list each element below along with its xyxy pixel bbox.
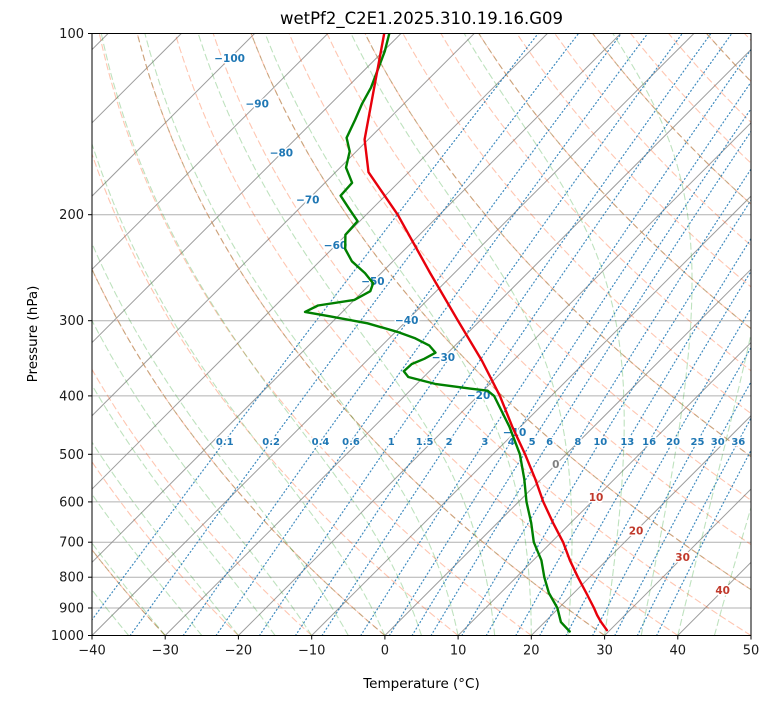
svg-text:8: 8: [574, 437, 581, 448]
svg-text:10: 10: [593, 437, 607, 448]
svg-text:500: 500: [59, 448, 84, 463]
svg-text:800: 800: [59, 571, 84, 586]
svg-text:−20: −20: [225, 644, 252, 659]
svg-text:−40: −40: [78, 644, 105, 659]
svg-text:−90: −90: [245, 99, 268, 111]
svg-text:0.2: 0.2: [262, 437, 280, 448]
svg-text:−10: −10: [298, 644, 325, 659]
svg-text:13: 13: [620, 437, 634, 448]
dewpoint-curve: [303, 33, 571, 633]
svg-text:0.4: 0.4: [312, 437, 330, 448]
svg-text:0: 0: [381, 644, 389, 659]
svg-text:0: 0: [552, 459, 559, 471]
svg-text:36: 36: [731, 437, 745, 448]
svg-text:50: 50: [743, 644, 760, 659]
svg-text:900: 900: [59, 602, 84, 617]
svg-text:300: 300: [59, 314, 84, 329]
dry-adiabats-tan: [92, 33, 751, 636]
svg-text:600: 600: [59, 495, 84, 510]
svg-text:20: 20: [666, 437, 680, 448]
svg-text:3: 3: [481, 437, 488, 448]
svg-text:400: 400: [59, 389, 84, 404]
svg-text:20: 20: [523, 644, 540, 659]
svg-text:−40: −40: [395, 315, 418, 327]
axis-ticks: [88, 33, 752, 640]
temperature-curve: [363, 33, 609, 632]
svg-text:30: 30: [596, 644, 613, 659]
svg-text:2: 2: [446, 437, 453, 448]
svg-text:700: 700: [59, 536, 84, 551]
svg-text:30: 30: [711, 437, 725, 448]
svg-text:−80: −80: [270, 148, 293, 160]
mixing-ratio-lines: [92, 33, 751, 636]
svg-text:0.6: 0.6: [342, 437, 360, 448]
svg-text:−100: −100: [214, 53, 245, 65]
y-tick-labels: 100 200 300 400 500 600 700 800 900 1000: [51, 27, 84, 644]
svg-text:10: 10: [450, 644, 467, 659]
svg-text:1: 1: [388, 437, 395, 448]
svg-text:200: 200: [59, 208, 84, 223]
svg-text:5: 5: [529, 437, 536, 448]
svg-text:40: 40: [670, 644, 687, 659]
svg-text:30: 30: [675, 552, 690, 564]
chart-title: wetPf2_C2E1.2025.310.19.16.G09: [279, 9, 564, 28]
mixing-ratio-labels: 0.1 0.2 0.4 0.6 1 1.5 2 3 4 5 6 8 10 13 16 20 25 30 36: [214, 435, 746, 449]
x-tick-labels: −40 −30 −20 −10 0 10 20 30 40 50: [78, 644, 759, 659]
svg-text:40: 40: [715, 585, 730, 597]
svg-text:10: 10: [589, 492, 604, 504]
svg-text:16: 16: [642, 437, 656, 448]
svg-text:0.1: 0.1: [216, 437, 234, 448]
svg-text:25: 25: [691, 437, 705, 448]
svg-text:1.5: 1.5: [416, 437, 434, 448]
svg-text:1000: 1000: [51, 629, 84, 644]
x-axis-label: Temperature (°C): [363, 676, 480, 692]
svg-text:6: 6: [546, 437, 553, 448]
svg-text:20: 20: [629, 525, 644, 537]
svg-text:−30: −30: [151, 644, 178, 659]
svg-text:−70: −70: [296, 194, 319, 206]
svg-text:−60: −60: [324, 240, 347, 252]
svg-text:−30: −30: [432, 352, 455, 364]
y-axis-label: Pressure (hPa): [25, 285, 41, 383]
svg-text:100: 100: [59, 27, 84, 42]
plot-border: [91, 33, 752, 636]
svg-text:−20: −20: [467, 390, 490, 402]
svg-text:4: 4: [508, 437, 515, 448]
moist-adiabats: [92, 33, 751, 636]
